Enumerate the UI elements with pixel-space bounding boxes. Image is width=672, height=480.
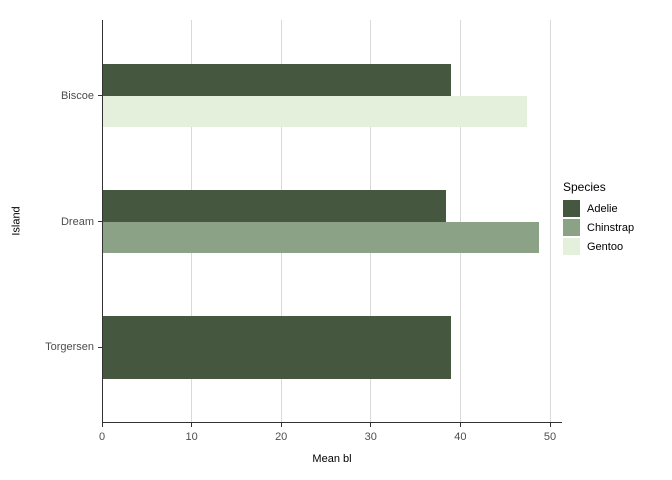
bar-dream-adelie bbox=[103, 190, 447, 222]
legend-entries: Adelie Chinstrap Gentoo bbox=[563, 200, 634, 255]
legend-label-gentoo: Gentoo bbox=[587, 240, 624, 253]
y-tick-label-biscoe: Biscoe bbox=[60, 89, 94, 102]
y-tick-biscoe bbox=[98, 95, 102, 97]
x-tick-label-50: 50 bbox=[543, 431, 557, 443]
legend-swatch-gentoo bbox=[563, 238, 580, 255]
legend-label-adelie: Adelie bbox=[587, 202, 618, 215]
bar-biscoe-adelie bbox=[103, 64, 451, 96]
legend-swatch-adelie bbox=[563, 200, 580, 217]
x-tick-label-20: 20 bbox=[275, 431, 288, 443]
x-tick-label-0: 0 bbox=[98, 431, 106, 443]
x-axis-title: Mean bl bbox=[312, 453, 352, 465]
bar-dream-chinstrap bbox=[103, 221, 539, 253]
x-tick-label-30: 30 bbox=[364, 431, 377, 443]
y-tick-dream bbox=[98, 221, 102, 222]
x-tick-10 bbox=[191, 423, 193, 427]
x-tick-20 bbox=[280, 423, 282, 427]
x-tick-label-10: 10 bbox=[185, 431, 198, 443]
legend-entry-adelie: Adelie bbox=[563, 200, 634, 217]
legend-label-chinstrap: Chinstrap bbox=[587, 221, 635, 234]
legend-title: Species bbox=[563, 180, 606, 194]
x-tick-40 bbox=[459, 423, 461, 427]
legend-swatch-chinstrap bbox=[563, 219, 580, 236]
bar-torgersen-adelie bbox=[103, 315, 451, 379]
bar-biscoe-gentoo bbox=[103, 95, 528, 128]
x-tick-label-40: 40 bbox=[454, 431, 467, 443]
y-tick-label-torgersen: Torgersen bbox=[45, 341, 94, 354]
gridline-x-50 bbox=[549, 20, 551, 422]
x-tick-0 bbox=[101, 423, 103, 427]
y-tick-torgersen bbox=[98, 346, 102, 348]
legend: Species Adelie Chinstrap Gentoo bbox=[563, 181, 634, 257]
legend-entry-chinstrap: Chinstrap bbox=[563, 219, 634, 236]
gridline-x-40 bbox=[459, 20, 461, 422]
legend-entry-gentoo: Gentoo bbox=[563, 238, 634, 255]
plot-panel bbox=[102, 20, 562, 423]
x-tick-50 bbox=[549, 423, 551, 427]
x-tick-30 bbox=[370, 423, 372, 427]
y-tick-label-dream: Dream bbox=[60, 215, 94, 228]
